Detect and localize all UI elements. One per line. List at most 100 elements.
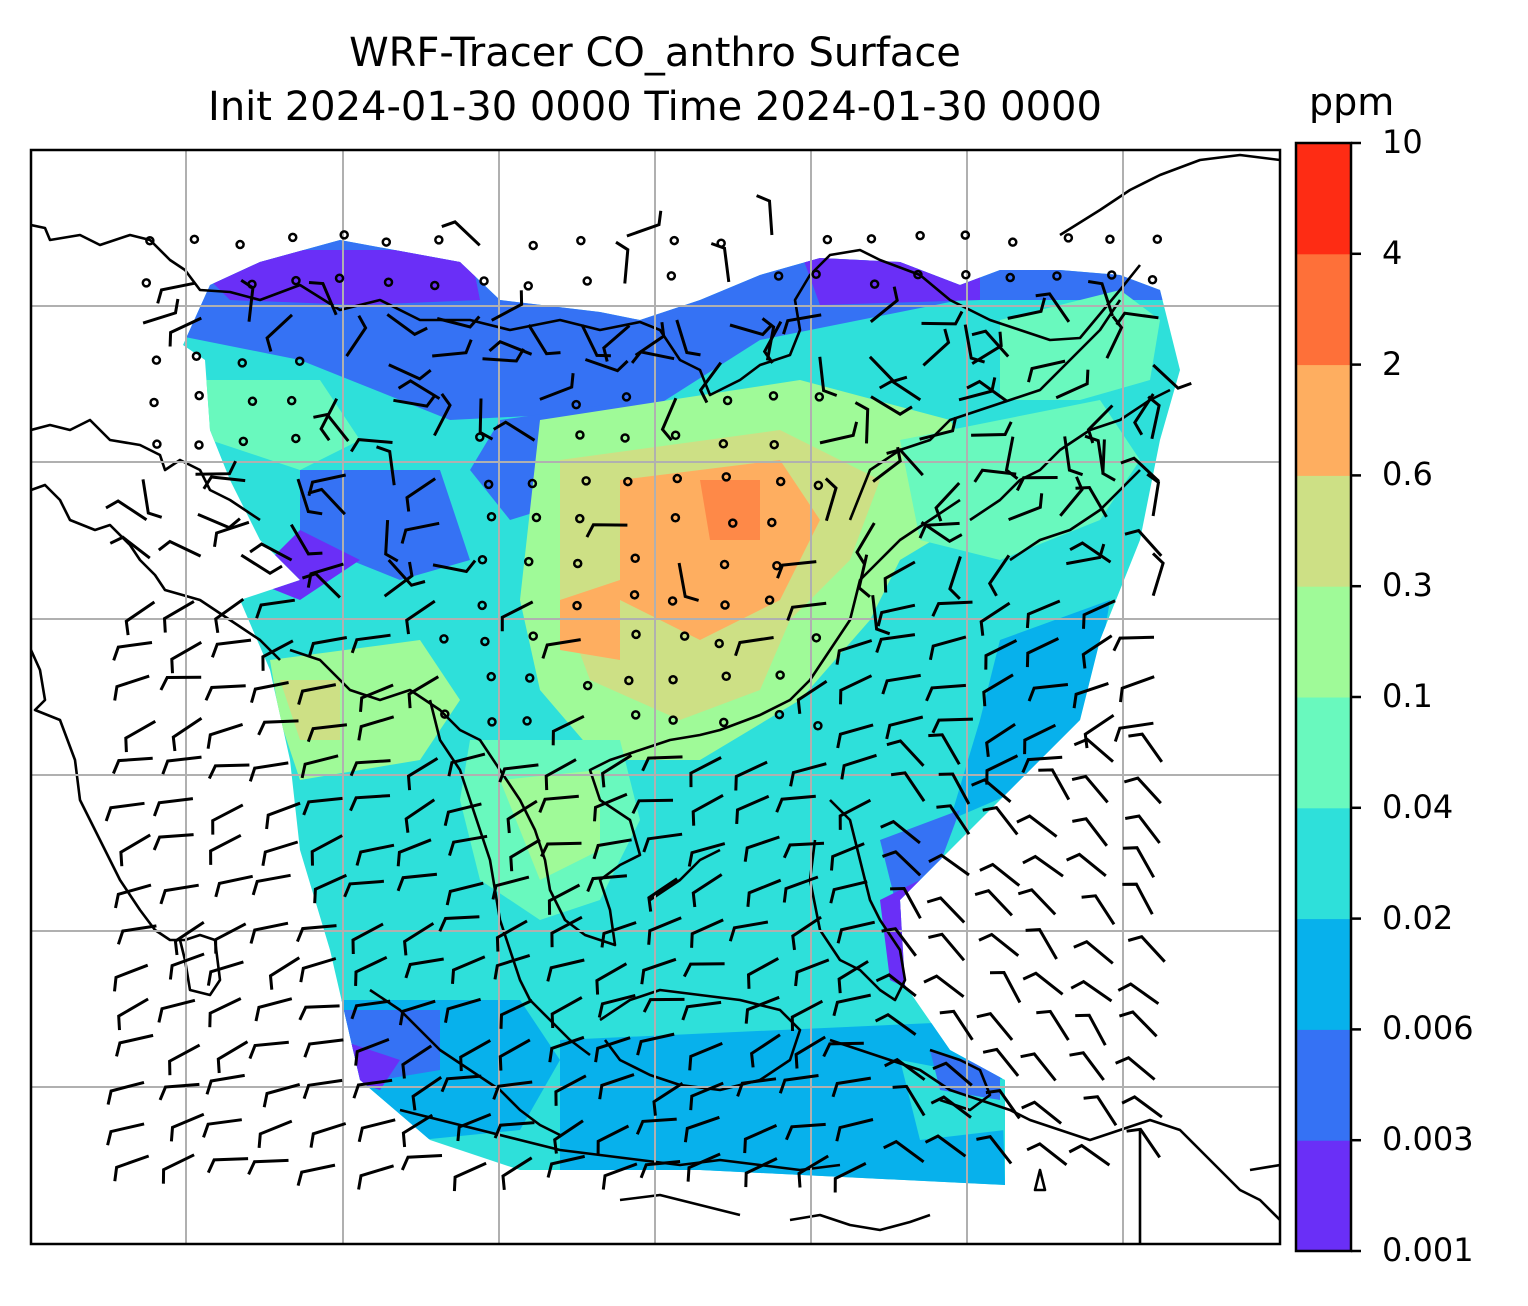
wind-barb bbox=[639, 1160, 681, 1179]
wind-barb bbox=[735, 794, 770, 824]
wind-barb bbox=[540, 841, 582, 858]
wind-barb bbox=[158, 1082, 200, 1101]
wind-barb bbox=[452, 1161, 487, 1192]
calm-wind-marker bbox=[672, 473, 683, 484]
wind-barb bbox=[835, 639, 873, 665]
calm-wind-marker bbox=[531, 512, 542, 523]
wind-barb bbox=[593, 792, 628, 822]
calm-wind-marker bbox=[621, 392, 632, 402]
wind-barb bbox=[630, 350, 675, 364]
calm-wind-marker bbox=[719, 559, 730, 570]
wind-barb bbox=[926, 896, 966, 924]
wind-barb bbox=[451, 955, 486, 985]
wind-barb bbox=[124, 719, 157, 753]
wind-barb bbox=[660, 397, 678, 442]
wind-barb bbox=[931, 717, 973, 734]
wind-barb bbox=[931, 600, 973, 617]
wind-barb bbox=[249, 542, 293, 562]
calm-wind-marker bbox=[722, 395, 733, 406]
wind-barb bbox=[690, 918, 724, 948]
wind-barb bbox=[310, 834, 343, 866]
wind-barb bbox=[761, 317, 776, 361]
wind-barb bbox=[396, 872, 438, 892]
wind-barb bbox=[744, 1157, 778, 1188]
calm-wind-marker bbox=[486, 511, 497, 522]
wind-barb bbox=[1008, 493, 1044, 521]
wind-barb bbox=[405, 477, 437, 512]
wind-barb bbox=[881, 673, 921, 695]
colorbar-segment bbox=[1296, 143, 1351, 255]
wind-barb bbox=[647, 916, 682, 945]
colorbar-units-label: ppm bbox=[1309, 80, 1395, 124]
wind-barb bbox=[493, 953, 531, 980]
wind-barb bbox=[778, 1074, 819, 1094]
wind-barb bbox=[971, 331, 1003, 365]
wind-barb bbox=[1113, 721, 1154, 742]
wind-barb bbox=[546, 958, 585, 982]
wind-barb bbox=[1017, 888, 1057, 916]
wind-barb bbox=[1082, 599, 1116, 629]
wind-barb bbox=[839, 674, 873, 705]
wind-barb bbox=[876, 603, 916, 627]
calm-wind-marker bbox=[718, 439, 729, 449]
wind-barb bbox=[836, 920, 876, 944]
calm-wind-marker bbox=[528, 631, 538, 641]
calm-wind-marker bbox=[961, 270, 971, 280]
calm-wind-marker bbox=[772, 560, 782, 571]
colorbar-tick-label: 4 bbox=[1382, 233, 1403, 272]
wind-barb bbox=[782, 875, 819, 903]
wind-barb bbox=[1072, 681, 1109, 709]
wind-barb bbox=[1027, 683, 1069, 702]
calm-wind-marker bbox=[528, 240, 538, 251]
wind-barb bbox=[982, 673, 1014, 707]
calm-wind-marker bbox=[1005, 272, 1015, 283]
wind-barb bbox=[309, 1122, 347, 1148]
wind-barb bbox=[1021, 1100, 1063, 1125]
wind-barb bbox=[818, 356, 838, 397]
wind-barb bbox=[551, 714, 585, 746]
calm-wind-marker bbox=[487, 717, 497, 727]
wind-barb bbox=[375, 445, 396, 486]
wind-barb bbox=[698, 361, 723, 404]
wind-barb bbox=[1025, 599, 1061, 629]
wind-barb bbox=[744, 995, 780, 1024]
wind-barb bbox=[495, 919, 528, 952]
wind-barb bbox=[490, 290, 524, 322]
wind-barb bbox=[596, 1124, 630, 1156]
wind-barb bbox=[976, 1012, 1014, 1041]
wind-barb bbox=[791, 915, 822, 951]
wind-barb bbox=[1146, 472, 1161, 517]
calm-wind-marker bbox=[429, 280, 440, 291]
wind-barb bbox=[299, 957, 337, 983]
wind-barb bbox=[890, 886, 922, 920]
wind-barb bbox=[550, 915, 583, 948]
wind-barb bbox=[584, 358, 629, 373]
wind-barb bbox=[298, 1004, 340, 1021]
wind-barb bbox=[459, 1039, 492, 1072]
wind-barb bbox=[109, 535, 151, 560]
calm-wind-marker bbox=[479, 276, 489, 286]
wind-barb bbox=[974, 889, 1013, 917]
wind-barb bbox=[987, 554, 1011, 597]
wind-barb bbox=[500, 600, 534, 632]
calm-wind-marker bbox=[149, 397, 159, 408]
wind-barb bbox=[585, 523, 628, 538]
wind-barb bbox=[890, 771, 926, 802]
calm-wind-marker bbox=[721, 472, 732, 482]
calm-wind-marker bbox=[475, 432, 485, 442]
calm-wind-marker bbox=[141, 278, 152, 288]
wind-barb bbox=[142, 298, 180, 325]
calm-wind-marker bbox=[669, 235, 680, 246]
wind-barb bbox=[357, 715, 395, 741]
wind-barb bbox=[386, 313, 428, 337]
wind-barb bbox=[989, 970, 1022, 1004]
wind-barb bbox=[257, 1119, 293, 1149]
calm-wind-marker bbox=[152, 439, 162, 449]
calm-wind-marker bbox=[575, 513, 585, 524]
wind-barb bbox=[1105, 315, 1124, 359]
wind-barb bbox=[615, 240, 630, 284]
wind-barb bbox=[597, 993, 636, 1018]
wind-barb bbox=[982, 805, 1019, 836]
wind-barb bbox=[1070, 979, 1113, 1003]
calm-wind-marker bbox=[527, 478, 538, 489]
